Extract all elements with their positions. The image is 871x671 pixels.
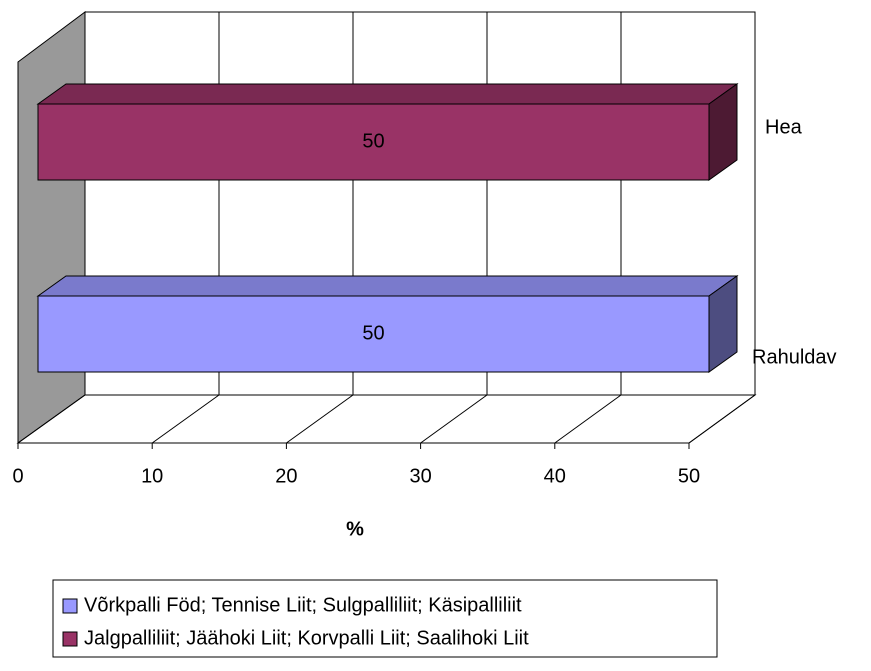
category-label: Hea bbox=[765, 116, 803, 138]
floor-grid-line bbox=[554, 394, 622, 444]
x-tick-label: 30 bbox=[409, 465, 431, 487]
legend-swatch bbox=[62, 598, 78, 614]
legend-swatch bbox=[62, 631, 78, 647]
side-wall bbox=[17, 11, 86, 444]
x-tick-label: 20 bbox=[275, 465, 297, 487]
floor-grid-line bbox=[17, 394, 86, 444]
legend-label: Jalgpalliliit; Jäähoki Liit; Korvpalli L… bbox=[84, 627, 529, 649]
data-label: 50 bbox=[362, 130, 384, 152]
floor bbox=[16, 394, 757, 444]
x-tick-label: 10 bbox=[141, 465, 163, 487]
x-axis-title: % bbox=[346, 518, 364, 540]
data-label: 50 bbox=[362, 322, 384, 344]
bar bbox=[37, 295, 710, 373]
x-tick-label: 0 bbox=[12, 465, 23, 487]
category-label: Rahuldav bbox=[752, 346, 837, 368]
x-tick-label: 40 bbox=[544, 465, 566, 487]
floor-grid-line bbox=[286, 394, 354, 444]
legend bbox=[52, 579, 718, 658]
floor-grid-line bbox=[688, 394, 756, 444]
x-tick-label: 50 bbox=[678, 465, 700, 487]
bar-top bbox=[36, 83, 739, 105]
floor-grid-line bbox=[151, 394, 220, 444]
bar-top bbox=[36, 275, 739, 297]
bar bbox=[37, 103, 710, 181]
floor-grid-line bbox=[420, 394, 488, 444]
legend-label: Võrkpalli Föd; Tennise Liit; Sulgpallili… bbox=[84, 594, 522, 616]
